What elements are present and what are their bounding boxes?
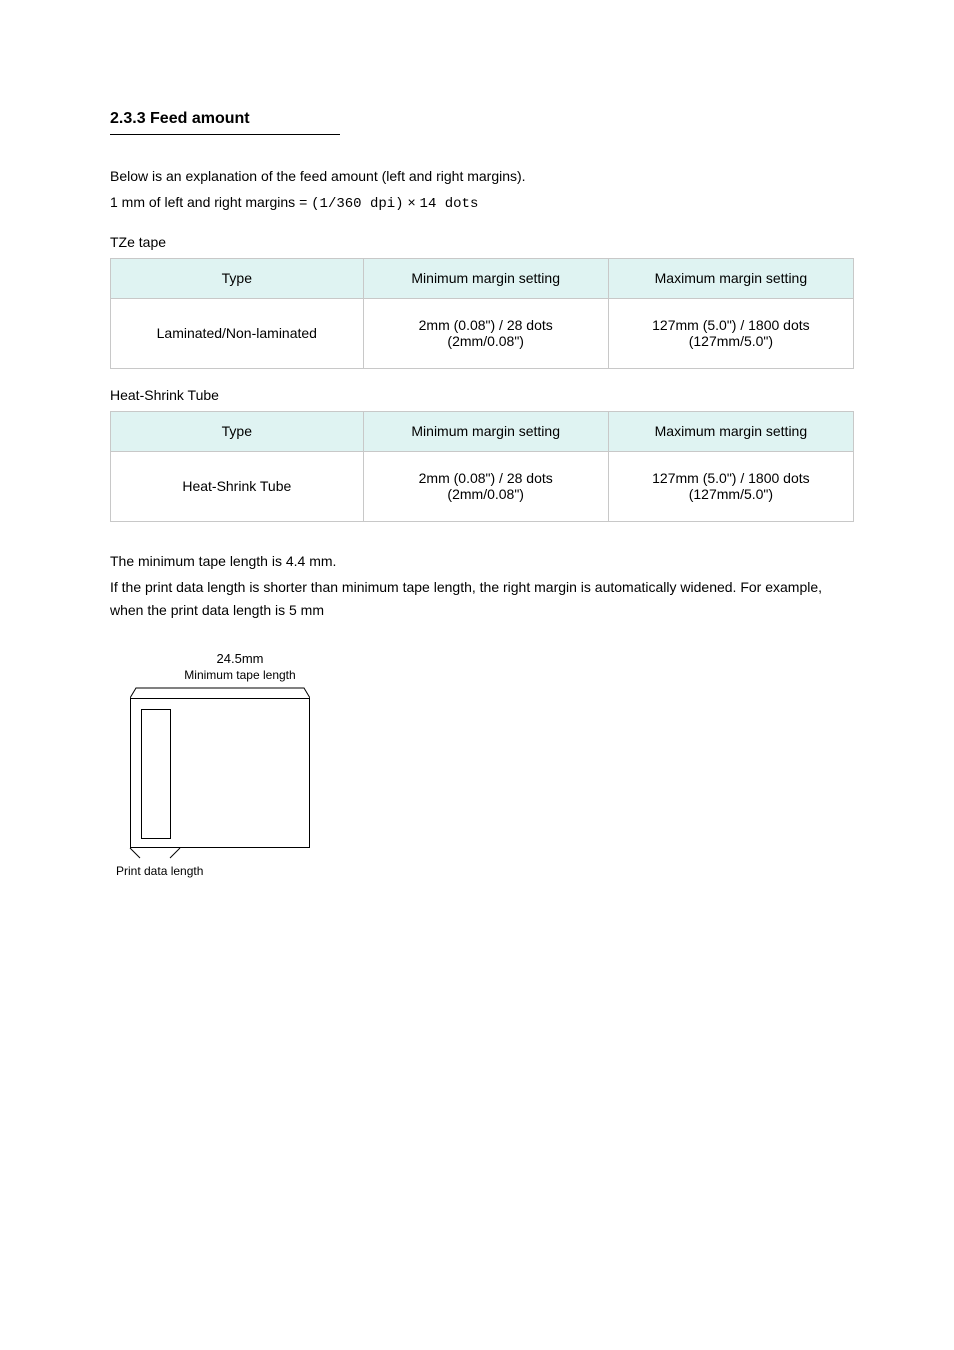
formula-right: 14 dots xyxy=(420,196,479,212)
formula-line: 1 mm of left and right margins = (1/360 … xyxy=(110,191,854,215)
th-min: Minimum margin setting xyxy=(363,258,608,298)
print-data-label: Print data length xyxy=(116,864,350,878)
cell-max: 127mm (5.0") / 1800 dots (127mm/5.0") xyxy=(608,451,853,521)
th-type: Type xyxy=(111,258,364,298)
th-type: Type xyxy=(111,411,364,451)
cell-max: 127mm (5.0") / 1800 dots (127mm/5.0") xyxy=(608,298,853,368)
multiply-icon: × xyxy=(407,194,415,210)
dim-value-label: 24.5mm xyxy=(130,651,350,666)
top-bracket-icon xyxy=(130,684,310,698)
cell-min-main: 2mm (0.08") / 28 dots xyxy=(364,470,608,486)
formula-value: (1/360 dpi) xyxy=(311,196,403,212)
bottom-bracket-icon xyxy=(120,848,240,862)
cell-max-sub: (127mm/5.0") xyxy=(609,486,853,502)
cell-min: 2mm (0.08") / 28 dots (2mm/0.08") xyxy=(363,298,608,368)
cell-min-sub: (2mm/0.08") xyxy=(364,333,608,349)
table-row: Laminated/Non-laminated 2mm (0.08") / 28… xyxy=(111,298,854,368)
hs-caption: Heat-Shrink Tube xyxy=(110,387,854,403)
min-length-intro: The minimum tape length is 4.4 mm. xyxy=(110,550,854,572)
th-max: Maximum margin setting xyxy=(608,411,853,451)
formula-left: 1 mm of left and right margins = xyxy=(110,194,307,210)
cell-max-main: 127mm (5.0") / 1800 dots xyxy=(609,317,853,333)
cell-min: 2mm (0.08") / 28 dots (2mm/0.08") xyxy=(363,451,608,521)
section-underline xyxy=(110,134,340,135)
cell-max-sub: (127mm/5.0") xyxy=(609,333,853,349)
print-data-box xyxy=(141,709,171,839)
min-length-explain: If the print data length is shorter than… xyxy=(110,576,854,621)
table-header-row: Type Minimum margin setting Maximum marg… xyxy=(111,258,854,298)
cell-min-main: 2mm (0.08") / 28 dots xyxy=(364,317,608,333)
cell-type: Heat-Shrink Tube xyxy=(111,451,364,521)
table-header-row: Type Minimum margin setting Maximum marg… xyxy=(111,411,854,451)
th-min: Minimum margin setting xyxy=(363,411,608,451)
tape-outline xyxy=(130,698,310,848)
cell-max-main: 127mm (5.0") / 1800 dots xyxy=(609,470,853,486)
cell-type: Laminated/Non-laminated xyxy=(111,298,364,368)
section-title: 2.3.3 Feed amount xyxy=(110,110,854,128)
min-tape-label: Minimum tape length xyxy=(130,668,350,682)
intro-line: Below is an explanation of the feed amou… xyxy=(110,165,854,187)
tape-diagram: 24.5mm Minimum tape length Print data le… xyxy=(130,651,350,878)
table-row: Heat-Shrink Tube 2mm (0.08") / 28 dots (… xyxy=(111,451,854,521)
cell-min-sub: (2mm/0.08") xyxy=(364,486,608,502)
hs-table: Type Minimum margin setting Maximum marg… xyxy=(110,411,854,522)
tz-caption: TZe tape xyxy=(110,234,854,250)
tz-table: Type Minimum margin setting Maximum marg… xyxy=(110,258,854,369)
th-max: Maximum margin setting xyxy=(608,258,853,298)
